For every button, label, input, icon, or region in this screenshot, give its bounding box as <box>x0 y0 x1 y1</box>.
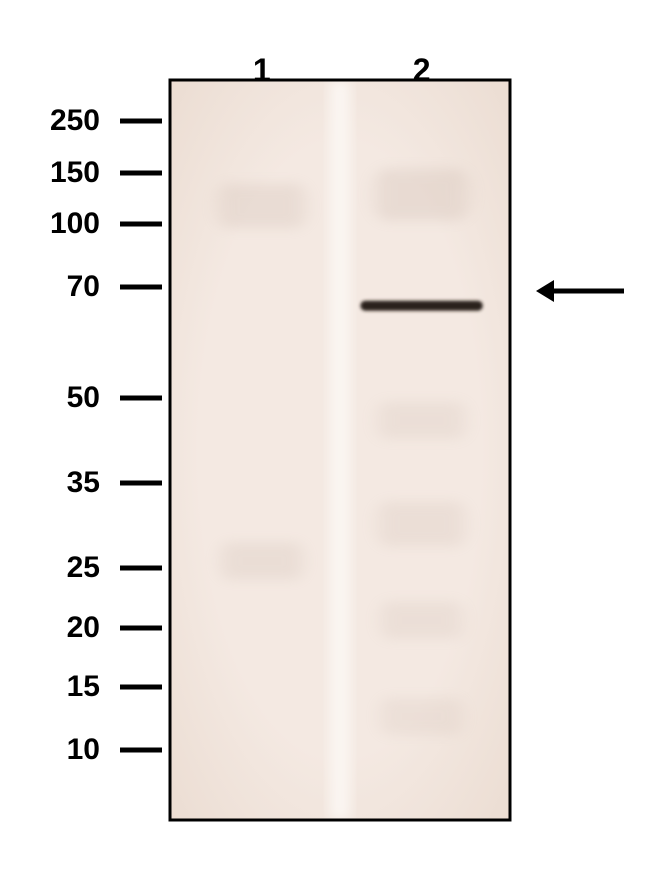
background-smear <box>371 698 473 735</box>
background-smear <box>367 402 476 439</box>
mw-marker-label: 70 <box>0 270 100 304</box>
mw-marker-label: 50 <box>0 381 100 415</box>
background-smear <box>364 169 480 221</box>
mw-marker-label: 250 <box>0 104 100 138</box>
mw-marker-tick <box>120 481 162 486</box>
band-indicator-arrow <box>534 291 626 321</box>
mw-marker-label: 35 <box>0 466 100 500</box>
mw-marker-label: 10 <box>0 733 100 767</box>
lane-label: 1 <box>253 52 271 89</box>
mw-marker-label: 100 <box>0 207 100 241</box>
background-smear <box>367 502 476 546</box>
mw-marker-tick <box>120 285 162 290</box>
protein-band <box>360 301 482 311</box>
background-smear <box>371 602 473 639</box>
mw-marker-tick <box>120 118 162 123</box>
mw-marker-label: 15 <box>0 670 100 704</box>
mw-marker-tick <box>120 170 162 175</box>
mw-marker-tick <box>120 625 162 630</box>
lane-gutter <box>330 80 350 820</box>
mw-marker-label: 25 <box>0 551 100 585</box>
mw-marker-tick <box>120 222 162 227</box>
mw-marker-tick <box>120 684 162 689</box>
background-smear <box>207 184 316 228</box>
background-smear <box>211 543 313 580</box>
mw-marker-label: 150 <box>0 156 100 190</box>
mw-marker-tick <box>120 396 162 401</box>
lane-label: 2 <box>413 52 431 89</box>
mw-marker-label: 20 <box>0 611 100 645</box>
mw-marker-tick <box>120 747 162 752</box>
mw-marker-tick <box>120 566 162 571</box>
